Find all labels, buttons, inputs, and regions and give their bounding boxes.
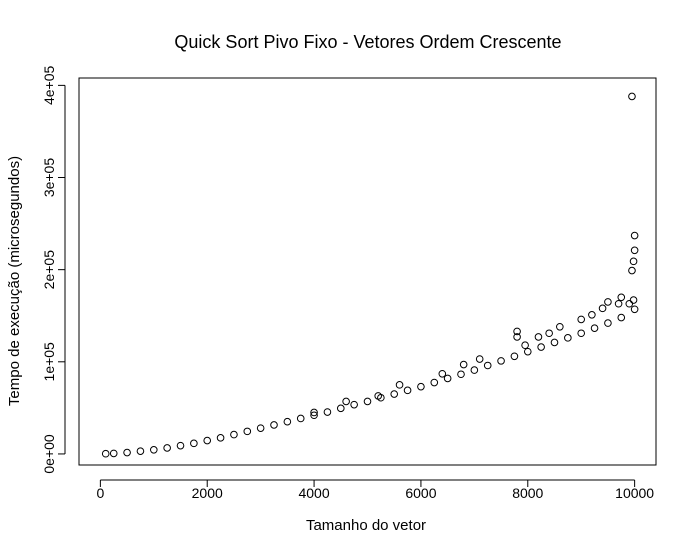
data-point (483, 361, 492, 370)
data-point (363, 397, 372, 406)
data-point (614, 299, 623, 308)
data-point (628, 266, 636, 275)
plot-frame (78, 77, 657, 466)
x-tick-label: 6000 (405, 485, 436, 501)
data-point (256, 424, 265, 432)
data-point (203, 436, 212, 445)
data-point (395, 381, 404, 389)
data-point (625, 299, 634, 308)
data-point (577, 329, 586, 338)
data-point (101, 449, 110, 458)
y-tick-label: 3e+05 (41, 158, 57, 198)
data-point (588, 311, 596, 319)
x-tick-label: 10000 (615, 485, 654, 501)
data-point (109, 449, 118, 458)
data-point (630, 231, 639, 240)
data-point (564, 334, 572, 342)
data-point (176, 441, 185, 450)
data-point (545, 329, 553, 338)
x-tick-label: 8000 (512, 485, 543, 501)
data-point (521, 341, 529, 350)
data-point (628, 92, 636, 101)
x-tick-label: 2000 (192, 485, 223, 501)
data-point (342, 397, 350, 406)
x-axis: 0 2000 4000 6000 8000 10000 (96, 479, 654, 501)
data-point (417, 382, 425, 391)
data-point (296, 414, 305, 423)
x-tick-label: 4000 (298, 485, 329, 501)
data-point (577, 315, 586, 324)
data-point (136, 447, 145, 455)
y-tick-label: 0e+00 (41, 434, 57, 474)
data-point (403, 386, 412, 395)
y-axis: 0e+00 1e+05 2e+05 3e+05 4e+05 (41, 66, 66, 474)
data-point (598, 304, 607, 313)
data-point (230, 430, 238, 439)
data-point (190, 439, 198, 448)
data-point (459, 360, 468, 369)
data-point (123, 448, 131, 457)
data-point (630, 246, 639, 255)
data-point (390, 390, 399, 398)
x-axis-label: Tamanho do vetor (306, 517, 426, 534)
data-point (270, 421, 278, 429)
data-point (513, 333, 521, 341)
data-point (283, 417, 292, 426)
x-tick-label: 0 (96, 485, 104, 501)
data-point (523, 347, 532, 356)
y-tick-label: 1e+05 (41, 342, 57, 382)
chart-title: Quick Sort Pivo Fixo - Vetores Ordem Cre… (174, 32, 561, 52)
data-point (150, 446, 158, 454)
data-point (510, 352, 519, 361)
data-point (323, 408, 332, 416)
data-point (590, 324, 599, 332)
data-point (475, 355, 484, 363)
data-point (604, 298, 612, 306)
y-tick-label: 4e+05 (41, 66, 57, 106)
y-tick-label: 2e+05 (41, 250, 57, 290)
data-point (310, 411, 318, 420)
data-points (101, 92, 639, 458)
data-point (310, 408, 318, 417)
data-point (629, 296, 638, 304)
data-point (350, 400, 358, 409)
data-point (604, 319, 612, 327)
data-point (443, 374, 452, 383)
data-point (243, 427, 252, 436)
data-point (438, 369, 447, 378)
data-point (163, 444, 171, 452)
data-point (430, 378, 439, 387)
data-point (513, 327, 521, 336)
data-point (216, 434, 225, 442)
data-point (537, 343, 545, 351)
data-point (556, 322, 564, 331)
data-point (374, 392, 382, 400)
data-point (617, 313, 626, 322)
y-axis-label: Tempo de execução (microsegundos) (6, 156, 23, 406)
data-point (617, 293, 626, 302)
data-point (497, 357, 505, 365)
data-point (534, 333, 543, 341)
data-point (457, 370, 465, 379)
data-point (550, 338, 559, 347)
data-point (630, 305, 639, 314)
data-point (336, 404, 345, 413)
data-point (470, 366, 479, 374)
data-point (629, 257, 638, 266)
